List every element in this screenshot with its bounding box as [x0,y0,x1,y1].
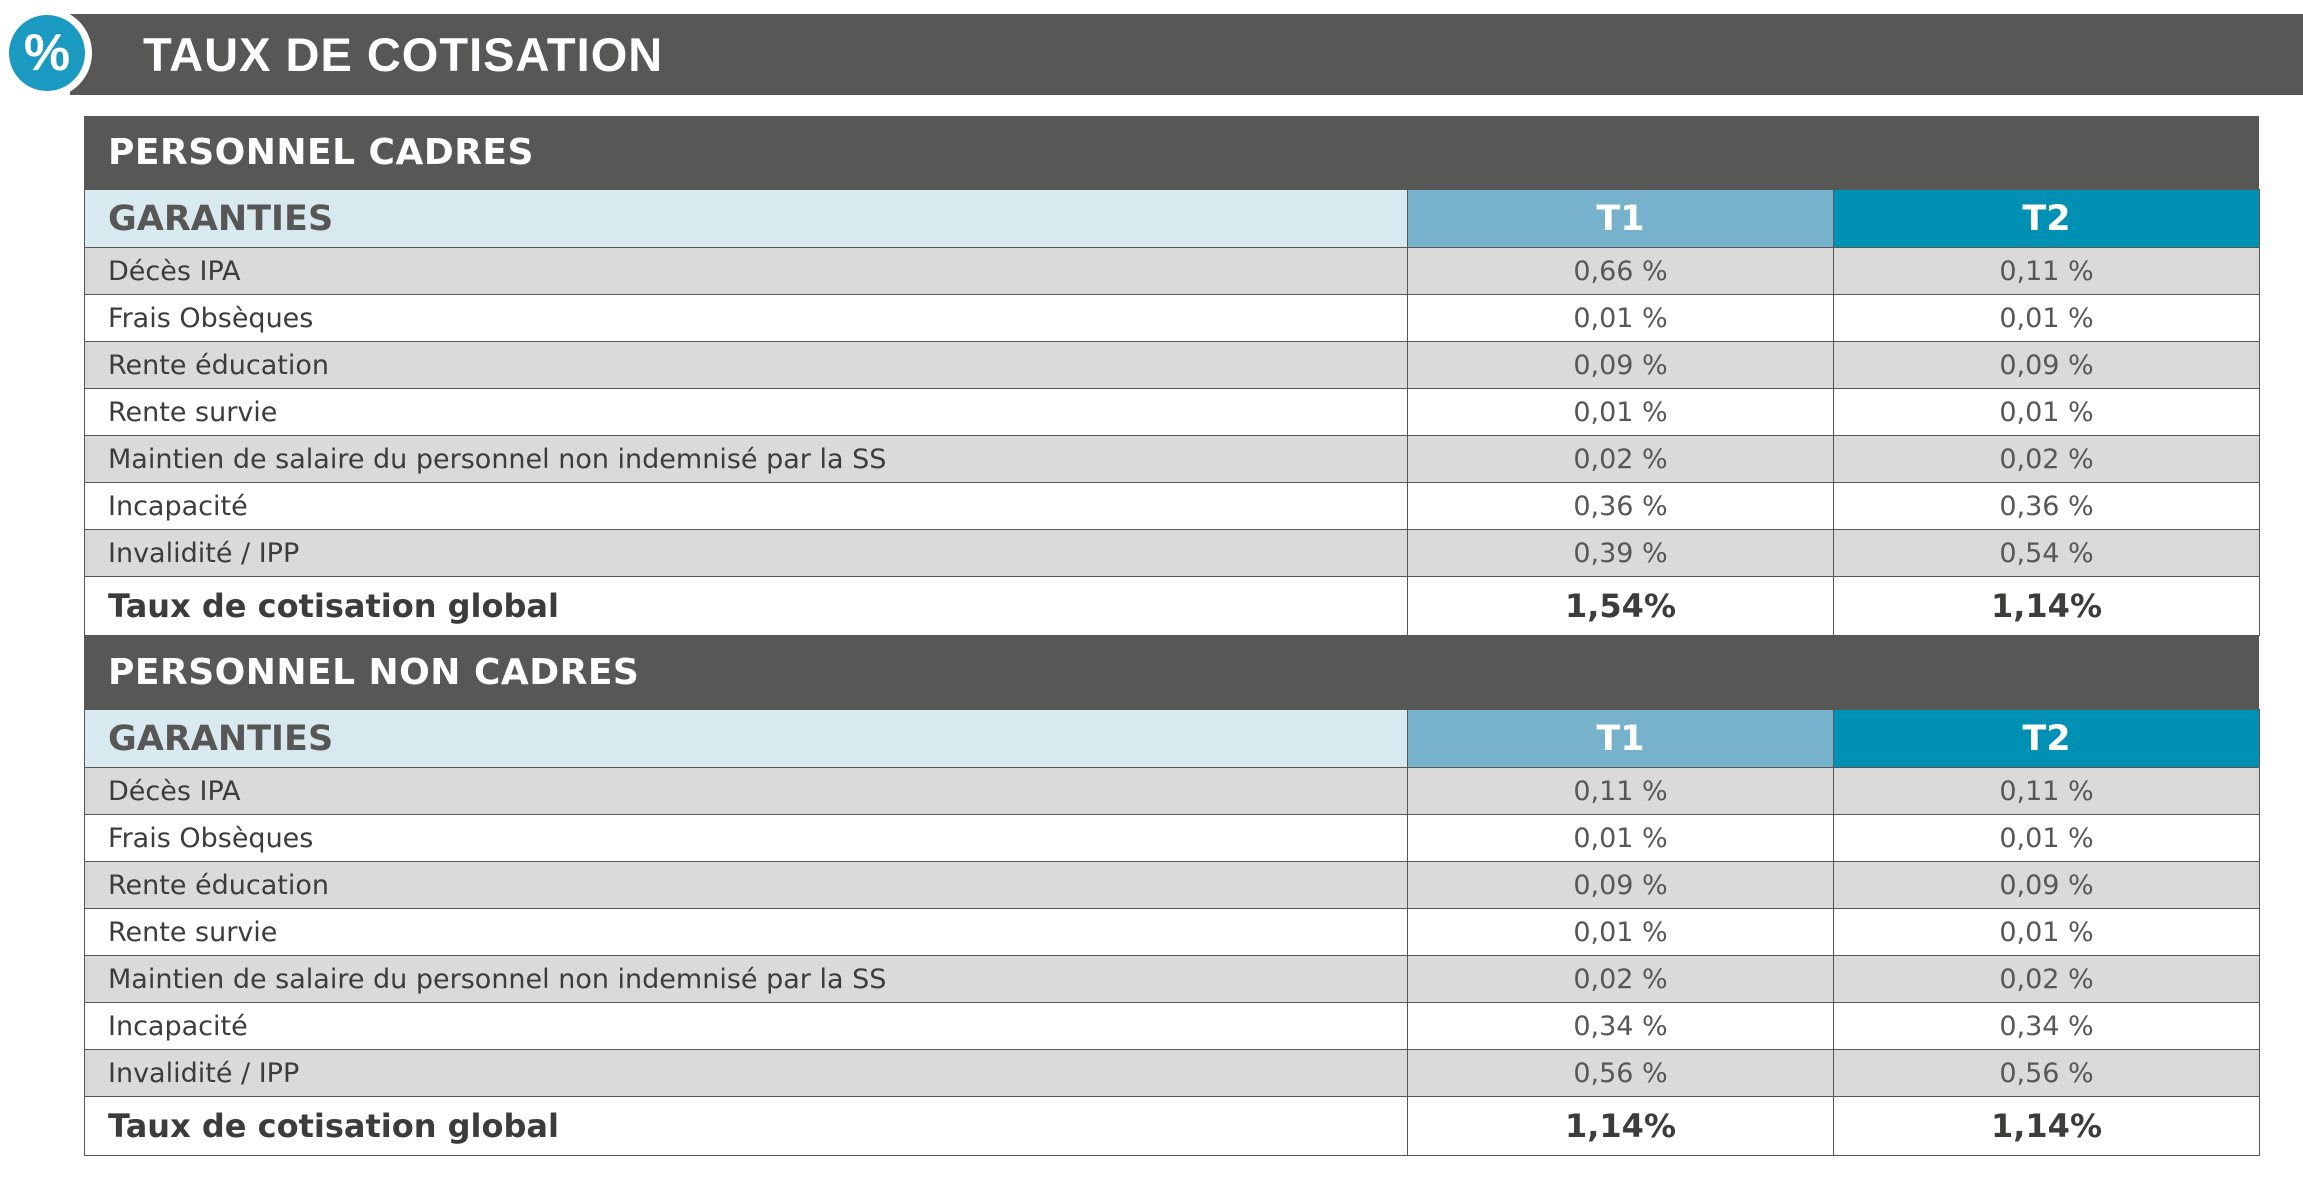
row-value-t2: 0,36 % [1833,482,2260,530]
row-value-t1: 0,01 % [1407,294,1834,342]
row-label: Rente éducation [84,861,1408,909]
table-row: Invalidité / IPP 0,39 % 0,54 % [84,529,2260,577]
row-value-t1: 0,01 % [1407,814,1834,862]
percent-icon: % [9,15,85,91]
row-value-t2: 0,54 % [1833,529,2260,577]
row-label: Frais Obsèques [84,814,1408,862]
total-value-t2: 1,14% [1833,576,2260,636]
row-value-t1: 0,34 % [1407,1002,1834,1050]
table-row: Rente survie 0,01 % 0,01 % [84,908,2260,956]
row-value-t1: 0,02 % [1407,955,1834,1003]
row-value-t1: 0,11 % [1407,767,1834,815]
row-value-t2: 0,11 % [1833,247,2260,295]
row-label: Rente éducation [84,341,1408,389]
column-header-t2: T2 [1833,709,2260,768]
column-header-garanties: GARANTIES [84,709,1408,768]
total-row: Taux de cotisation global 1,54% 1,14% [84,576,2260,636]
row-value-t1: 0,36 % [1407,482,1834,530]
total-row: Taux de cotisation global 1,14% 1,14% [84,1096,2260,1156]
row-label: Incapacité [84,482,1408,530]
row-label: Maintien de salaire du personnel non ind… [84,955,1408,1003]
row-value-t2: 0,56 % [1833,1049,2260,1097]
column-header-t2: T2 [1833,189,2260,248]
row-value-t2: 0,02 % [1833,955,2260,1003]
row-value-t1: 0,09 % [1407,861,1834,909]
table-row: Décès IPA 0,11 % 0,11 % [84,767,2260,815]
table-row: Rente éducation 0,09 % 0,09 % [84,861,2260,909]
table-row: Frais Obsèques 0,01 % 0,01 % [84,814,2260,862]
row-value-t2: 0,01 % [1833,908,2260,956]
section-cadres: PERSONNEL CADRES GARANTIES T1 T2 Décès I… [84,116,2260,636]
page-title: TAUX DE COTISATION [143,28,664,81]
section-title: PERSONNEL NON CADRES [84,636,2259,709]
row-value-t1: 0,09 % [1407,341,1834,389]
row-value-t1: 0,01 % [1407,388,1834,436]
row-value-t2: 0,02 % [1833,435,2260,483]
row-label: Maintien de salaire du personnel non ind… [84,435,1408,483]
row-value-t2: 0,01 % [1833,388,2260,436]
table-row: Invalidité / IPP 0,56 % 0,56 % [84,1049,2260,1097]
table-row: Maintien de salaire du personnel non ind… [84,955,2260,1003]
row-label: Frais Obsèques [84,294,1408,342]
row-label: Invalidité / IPP [84,529,1408,577]
header-banner [70,14,2303,95]
rates-table-non-cadres: GARANTIES T1 T2 Décès IPA 0,11 % 0,11 % … [84,709,2260,1156]
table-header-row: GARANTIES T1 T2 [84,709,2260,768]
row-value-t2: 0,34 % [1833,1002,2260,1050]
total-value-t1: 1,14% [1407,1096,1834,1156]
row-value-t1: 0,01 % [1407,908,1834,956]
percent-badge: % [2,8,92,98]
row-value-t1: 0,39 % [1407,529,1834,577]
table-row: Décès IPA 0,66 % 0,11 % [84,247,2260,295]
column-header-t1: T1 [1407,709,1834,768]
table-row: Incapacité 0,36 % 0,36 % [84,482,2260,530]
row-value-t1: 0,66 % [1407,247,1834,295]
row-value-t2: 0,09 % [1833,861,2260,909]
total-label: Taux de cotisation global [84,1096,1408,1156]
row-value-t2: 0,01 % [1833,814,2260,862]
table-header-row: GARANTIES T1 T2 [84,189,2260,248]
section-title: PERSONNEL CADRES [84,116,2259,189]
column-header-garanties: GARANTIES [84,189,1408,248]
row-label: Rente survie [84,388,1408,436]
table-row: Rente survie 0,01 % 0,01 % [84,388,2260,436]
row-label: Décès IPA [84,767,1408,815]
table-row: Rente éducation 0,09 % 0,09 % [84,341,2260,389]
total-label: Taux de cotisation global [84,576,1408,636]
row-value-t1: 0,02 % [1407,435,1834,483]
table-row: Frais Obsèques 0,01 % 0,01 % [84,294,2260,342]
row-label: Rente survie [84,908,1408,956]
row-value-t2: 0,01 % [1833,294,2260,342]
table-row: Maintien de salaire du personnel non ind… [84,435,2260,483]
rates-table-cadres: GARANTIES T1 T2 Décès IPA 0,66 % 0,11 % … [84,189,2260,636]
row-value-t2: 0,09 % [1833,341,2260,389]
total-value-t2: 1,14% [1833,1096,2260,1156]
row-value-t2: 0,11 % [1833,767,2260,815]
table-row: Incapacité 0,34 % 0,34 % [84,1002,2260,1050]
row-label: Invalidité / IPP [84,1049,1408,1097]
column-header-t1: T1 [1407,189,1834,248]
total-value-t1: 1,54% [1407,576,1834,636]
section-non-cadres: PERSONNEL NON CADRES GARANTIES T1 T2 Déc… [84,636,2260,1156]
row-label: Décès IPA [84,247,1408,295]
row-value-t1: 0,56 % [1407,1049,1834,1097]
row-label: Incapacité [84,1002,1408,1050]
